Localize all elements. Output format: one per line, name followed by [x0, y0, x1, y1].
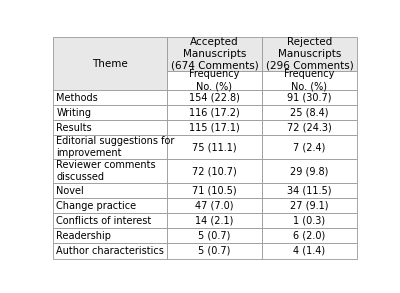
Text: 91 (30.7): 91 (30.7) — [287, 93, 332, 103]
Text: 34 (11.5): 34 (11.5) — [287, 186, 332, 196]
Text: Methods: Methods — [56, 93, 98, 103]
Text: 6 (2.0): 6 (2.0) — [293, 231, 326, 241]
Bar — [262, 38, 357, 71]
Bar — [167, 105, 262, 120]
Text: Readership: Readership — [56, 231, 111, 241]
Bar — [53, 90, 167, 105]
Bar — [167, 135, 262, 159]
Text: Conflicts of interest: Conflicts of interest — [56, 216, 152, 226]
Text: Rejected
Manuscripts
(296 Comments): Rejected Manuscripts (296 Comments) — [266, 37, 353, 71]
Text: Novel: Novel — [56, 186, 84, 196]
Bar — [53, 105, 167, 120]
Text: 72 (24.3): 72 (24.3) — [287, 123, 332, 133]
Bar — [53, 120, 167, 135]
Text: Editorial suggestions for
improvement: Editorial suggestions for improvement — [56, 136, 174, 158]
Text: Results: Results — [56, 123, 92, 133]
Text: 116 (17.2): 116 (17.2) — [189, 108, 240, 117]
Text: Theme: Theme — [92, 59, 128, 69]
Bar — [167, 90, 262, 105]
Text: Change practice: Change practice — [56, 201, 136, 211]
Bar — [167, 183, 262, 198]
Text: 71 (10.5): 71 (10.5) — [192, 186, 237, 196]
Text: 115 (17.1): 115 (17.1) — [189, 123, 240, 133]
Text: 7 (2.4): 7 (2.4) — [293, 142, 326, 152]
Text: 29 (9.8): 29 (9.8) — [290, 166, 329, 176]
Bar — [53, 135, 167, 159]
Bar — [262, 229, 357, 243]
Bar — [167, 243, 262, 258]
Text: 5 (0.7): 5 (0.7) — [198, 246, 231, 256]
Text: 47 (7.0): 47 (7.0) — [195, 201, 234, 211]
Bar — [167, 120, 262, 135]
Bar — [262, 198, 357, 213]
Text: 25 (8.4): 25 (8.4) — [290, 108, 329, 117]
Bar — [262, 183, 357, 198]
Bar — [262, 135, 357, 159]
Bar — [167, 159, 262, 183]
Bar — [53, 38, 167, 90]
Bar — [262, 90, 357, 105]
Bar — [262, 213, 357, 229]
Bar — [167, 71, 262, 90]
Bar — [53, 159, 167, 183]
Bar — [167, 38, 262, 71]
Bar — [167, 198, 262, 213]
Bar — [262, 71, 357, 90]
Bar — [53, 229, 167, 243]
Text: Author characteristics: Author characteristics — [56, 246, 164, 256]
Text: Frequency
No. (%): Frequency No. (%) — [189, 69, 240, 91]
Bar — [262, 105, 357, 120]
Text: 154 (22.8): 154 (22.8) — [189, 93, 240, 103]
Text: Writing: Writing — [56, 108, 91, 117]
Bar — [53, 243, 167, 258]
Text: Accepted
Manuscripts
(674 Comments): Accepted Manuscripts (674 Comments) — [171, 37, 258, 71]
Bar — [167, 213, 262, 229]
Text: Reviewer comments
discussed: Reviewer comments discussed — [56, 160, 156, 182]
Bar — [262, 120, 357, 135]
Text: 14 (2.1): 14 (2.1) — [195, 216, 234, 226]
Bar — [262, 159, 357, 183]
Bar — [53, 183, 167, 198]
Text: 27 (9.1): 27 (9.1) — [290, 201, 329, 211]
Text: 75 (11.1): 75 (11.1) — [192, 142, 237, 152]
Bar — [167, 229, 262, 243]
Text: 1 (0.3): 1 (0.3) — [293, 216, 326, 226]
Bar — [53, 213, 167, 229]
Text: 5 (0.7): 5 (0.7) — [198, 231, 231, 241]
Bar — [53, 198, 167, 213]
Text: 4 (1.4): 4 (1.4) — [293, 246, 326, 256]
Text: 72 (10.7): 72 (10.7) — [192, 166, 237, 176]
Text: Frequency
No. (%): Frequency No. (%) — [284, 69, 335, 91]
Bar — [262, 243, 357, 258]
